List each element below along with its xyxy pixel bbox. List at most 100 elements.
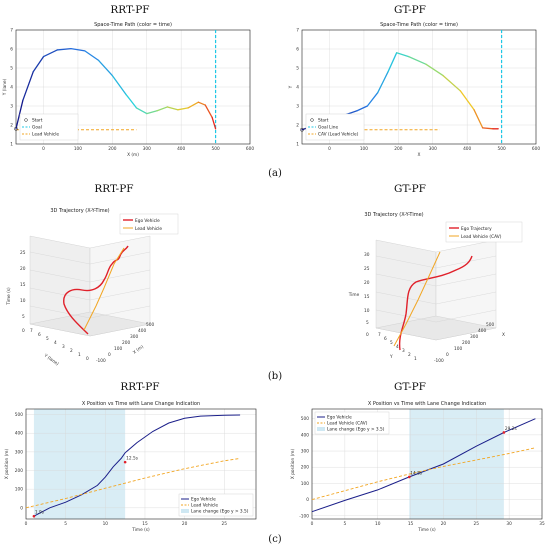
path-segment <box>187 101 200 109</box>
x-position-chart-rrt: X Position vs Time with Lane Change Indi… <box>4 401 257 533</box>
x-axis-label: Time (s) <box>131 527 150 533</box>
header-a-right: GT-PF <box>394 4 426 16</box>
x-tick-label: 400 <box>463 146 471 152</box>
z-tick: 5 <box>366 320 369 326</box>
legend-start-label: Start <box>318 118 329 124</box>
trajectory-3d-gt: 3D Trajectory (X-Y-Time) Ego Trajectory … <box>348 212 523 364</box>
z-tick: 10 <box>20 298 26 304</box>
legend-lead-label: Lead Vehicle <box>32 132 59 138</box>
x-tick-label: 5 <box>64 521 67 527</box>
y-tick-label: 200 <box>15 468 23 474</box>
y-axis-label: Y <box>389 354 393 360</box>
header-b-left: RRT-PF <box>94 183 134 195</box>
ego-series-line <box>33 414 241 517</box>
y-tick-label: 6 <box>296 47 299 53</box>
path-segment <box>356 105 369 112</box>
path-segment <box>156 106 169 112</box>
ego-trajectory-3d <box>398 255 473 351</box>
y-tick: 7 <box>378 332 381 338</box>
x-tick-label: 0 <box>328 146 331 152</box>
y-tick-label: 7 <box>10 28 13 34</box>
legend-start-marker <box>24 118 28 122</box>
legend-lead: Lead Vehicle <box>135 226 162 232</box>
z-tick: 0 <box>22 328 25 334</box>
legend-shade-swatch <box>181 509 189 513</box>
legend-ego: Ego Trajectory <box>461 226 492 232</box>
path-segment <box>177 107 189 111</box>
path-segment <box>442 74 461 92</box>
z-ticks: 25 20 15 10 5 0 <box>20 250 26 334</box>
legend-start-marker <box>310 118 314 122</box>
x-axis-label: X <box>418 152 421 158</box>
ego-series-line <box>311 418 536 513</box>
legend-box <box>178 493 254 517</box>
path-segment <box>111 74 127 96</box>
legend-shade-swatch <box>317 427 325 431</box>
z-tick: 25 <box>20 250 26 256</box>
chart-title: X Position vs Time with Lane Change Indi… <box>368 401 486 407</box>
x-tick-label: 20 <box>441 521 447 527</box>
x-tick-label: 15 <box>408 521 414 527</box>
x-axis-label: Time (s) <box>417 527 436 533</box>
plot-frame <box>25 408 257 520</box>
lead-series-line <box>311 447 536 501</box>
x-tick-label: 0 <box>25 521 28 527</box>
x-tick-label: 200 <box>108 146 116 152</box>
x-tick: 500 <box>486 322 494 328</box>
y-axis-label: X position (m) <box>4 449 10 480</box>
x-tick: 300 <box>130 334 138 340</box>
header-b-right: GT-PF <box>394 183 426 195</box>
legend-shade-label: Lane change (Ego y > 3.5) <box>191 509 249 515</box>
path-segment <box>166 106 179 111</box>
legend-ego: Ego Vehicle <box>135 218 160 224</box>
legend-goal-label: Goal <box>32 125 42 131</box>
y-axis-label: X position (m) <box>290 449 296 480</box>
y-tick-label: 5 <box>10 66 13 72</box>
x-tick: 0 <box>108 352 111 358</box>
path-segment <box>125 93 138 109</box>
lane-change-marker-label: 1.9s <box>35 510 45 516</box>
start-marker <box>300 127 304 132</box>
start-marker <box>14 126 18 131</box>
x-tick: 200 <box>122 340 130 346</box>
y-tick: 3 <box>402 348 405 354</box>
y-tick: 6 <box>384 336 387 342</box>
y-tick-label: 6 <box>10 47 13 53</box>
y-tick-label: 300 <box>15 449 23 455</box>
y-tick: 4 <box>396 344 399 350</box>
grid-lines <box>29 251 151 319</box>
path-segment <box>395 52 410 58</box>
y-tick-label: 2 <box>296 123 299 129</box>
z-ticks: 30 25 20 15 10 5 0 <box>364 252 370 338</box>
x-tick-label: 400 <box>177 146 185 152</box>
x-tick-label: 10 <box>103 521 109 527</box>
y-tick: 5 <box>46 336 49 342</box>
y-tick-label: 3 <box>296 104 299 110</box>
axes-box <box>29 235 151 337</box>
y-tick: 3 <box>62 344 65 350</box>
legend-start-label: Start <box>32 118 43 124</box>
header-a-left: RRT-PF <box>110 4 150 16</box>
legend-lead: Lead Vehicle (CAV) <box>461 234 502 240</box>
y-tick-label: 0 <box>306 497 309 503</box>
legend-shade-label: Lane change (Ego y > 3.5) <box>327 427 385 433</box>
x-tick-label: 500 <box>497 146 505 152</box>
y-tick-label: -100 <box>299 513 309 519</box>
x-tick: 200 <box>462 340 470 346</box>
x-axis-label: X (m) <box>127 152 139 158</box>
path-segment <box>146 110 158 115</box>
y-tick-label: 100 <box>15 487 23 493</box>
path-segment <box>56 47 72 51</box>
y-tick-label: 200 <box>301 465 309 471</box>
y-tick: 6 <box>38 332 41 338</box>
path-segment <box>84 50 100 62</box>
lane-change-shade <box>33 409 126 519</box>
x-tick-label: 100 <box>360 146 368 152</box>
lead-trajectory-3d <box>83 247 125 331</box>
lane-change-marker-label: 14.8s <box>410 470 423 476</box>
y-tick-label: 7 <box>296 28 299 34</box>
x-tick: 300 <box>470 334 478 340</box>
lane-change-shade <box>409 409 504 519</box>
z-tick: 15 <box>20 282 26 288</box>
y-tick: 1 <box>414 356 417 362</box>
